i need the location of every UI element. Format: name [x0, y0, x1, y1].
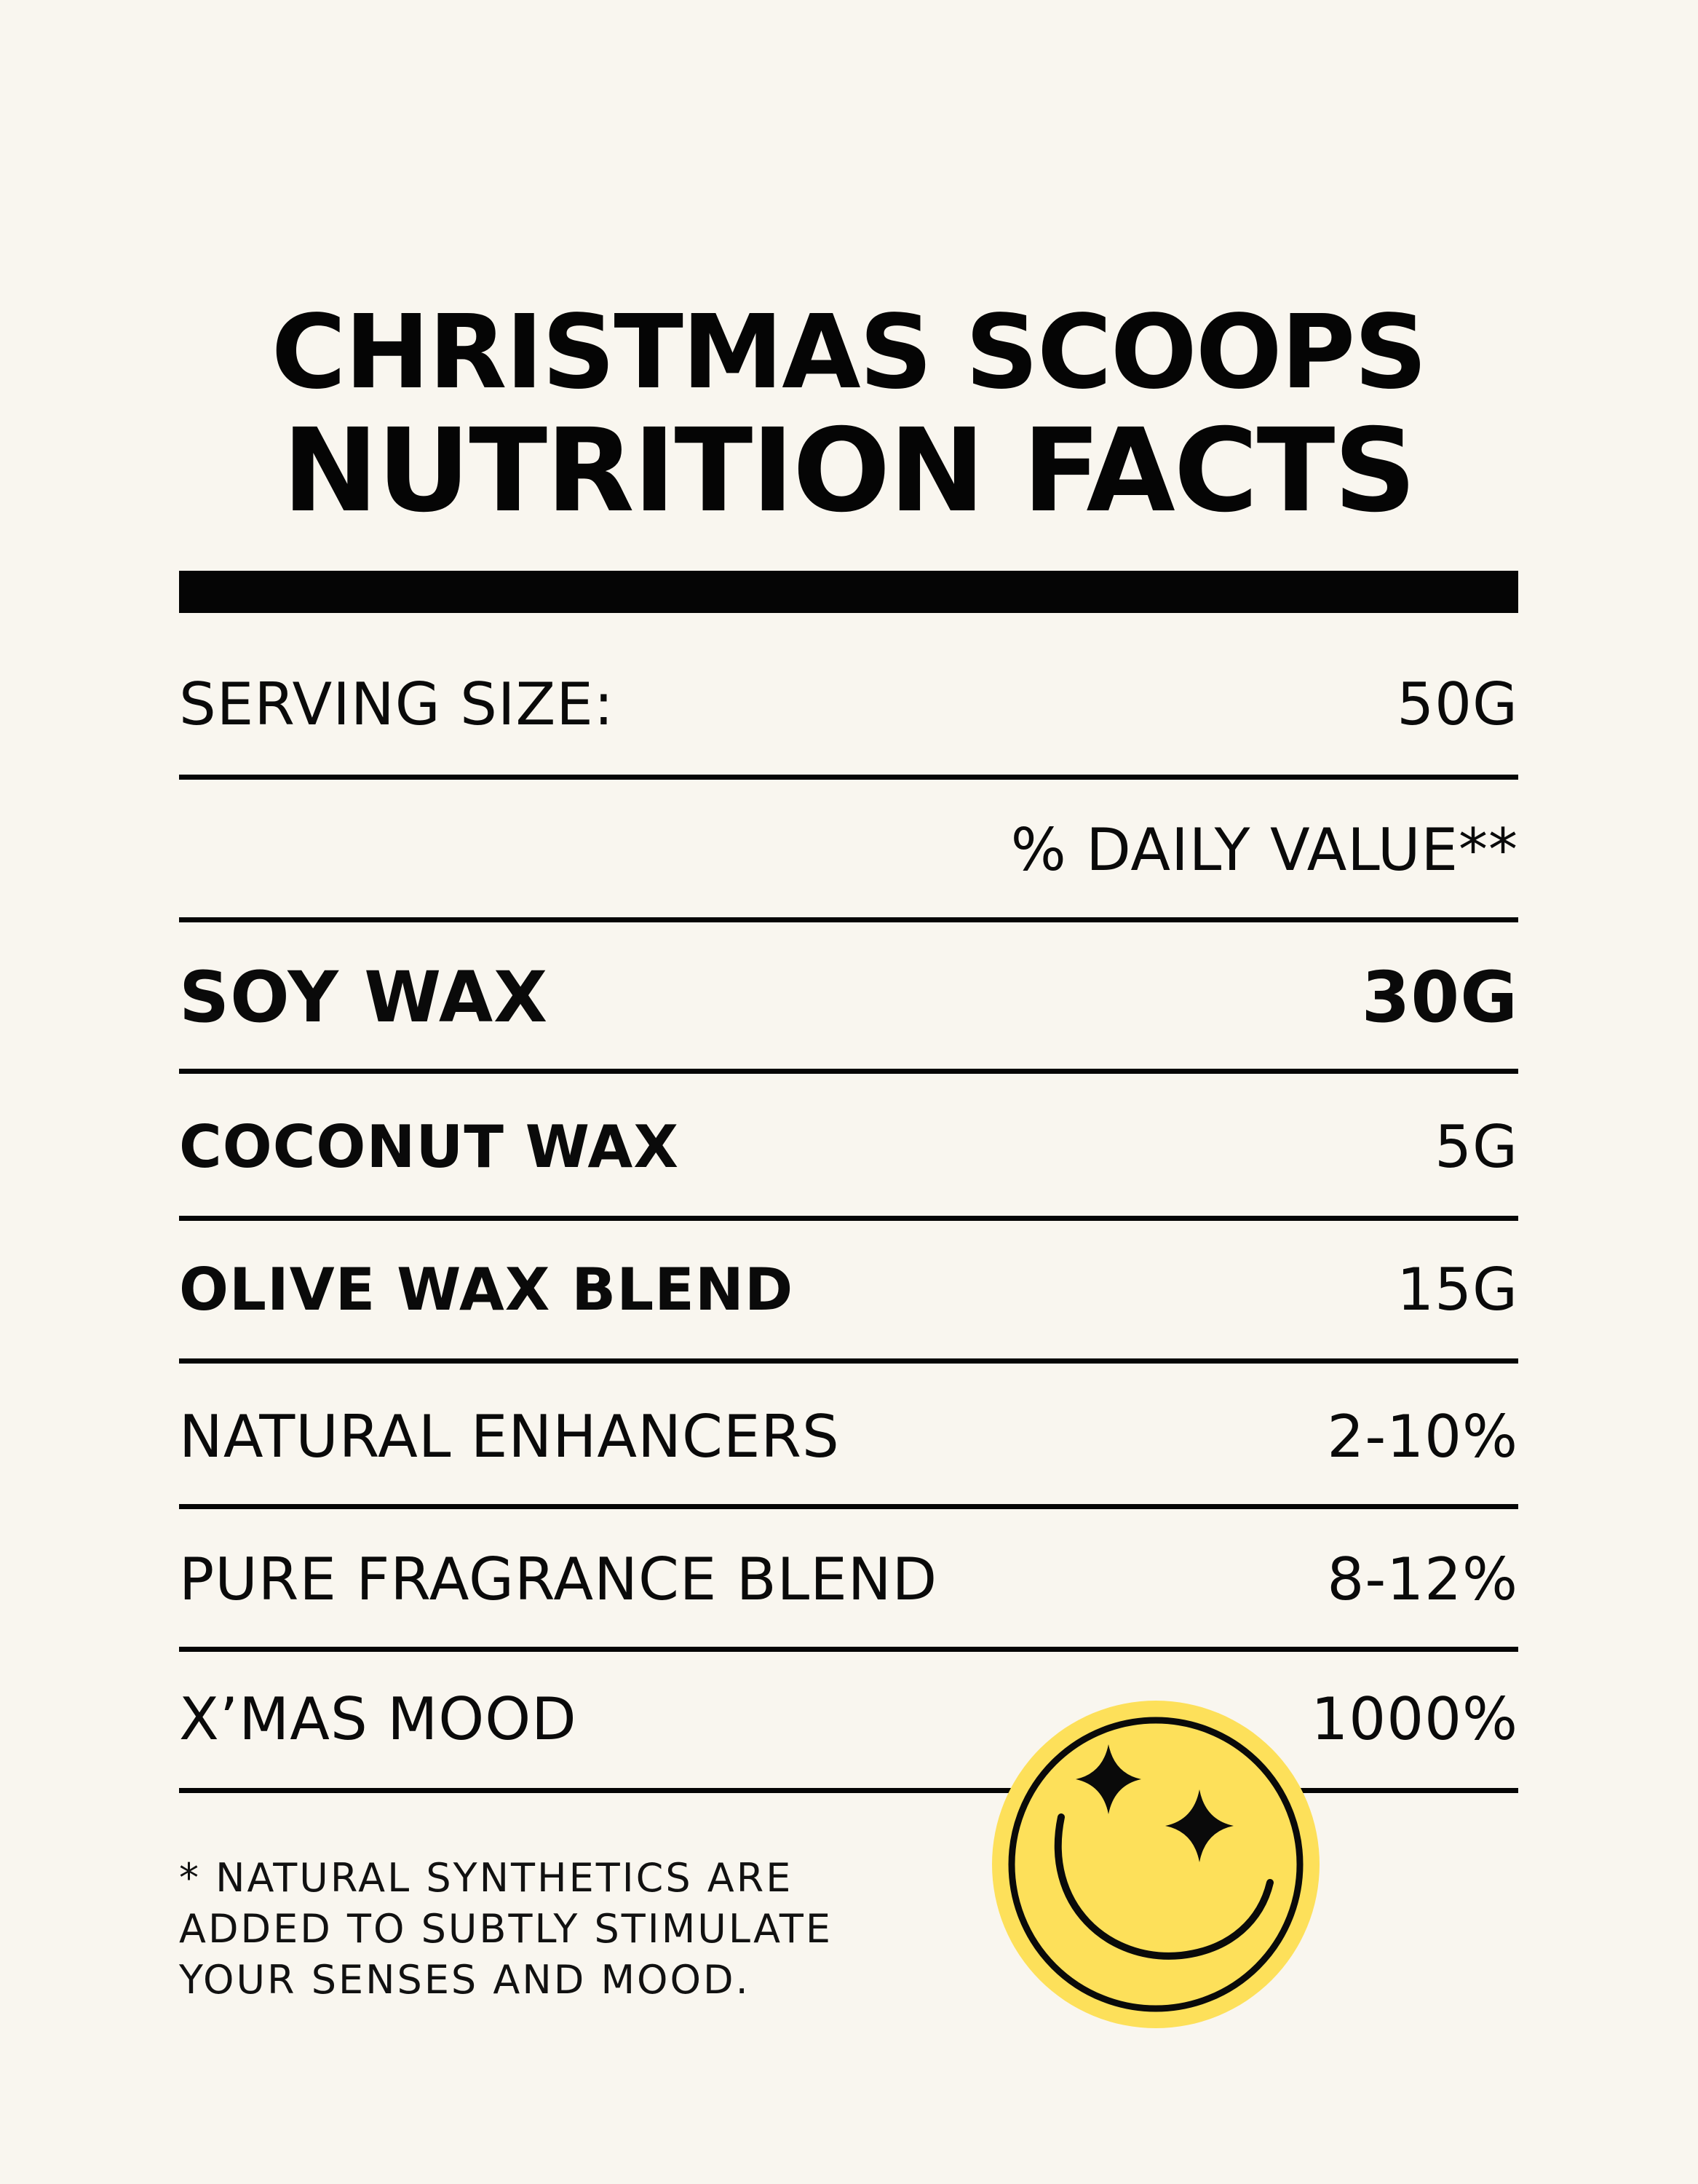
nutrient-value: 2-10%: [1327, 1402, 1518, 1471]
nutrient-value: 8-12%: [1327, 1545, 1518, 1613]
nutrient-name: OLIVE WAX BLEND: [179, 1255, 794, 1324]
thick-divider: [179, 571, 1518, 613]
daily-value-header-row: % DAILY VALUE**: [179, 810, 1518, 890]
serving-size-label: SERVING SIZE:: [179, 670, 614, 738]
nutrient-value: 1000%: [1311, 1685, 1518, 1753]
serving-size-value: 50G: [1397, 670, 1518, 738]
nutrient-name: SOY WAX: [179, 957, 549, 1038]
nutrient-row-coconut-wax: COCONUT WAX 5G: [179, 1107, 1518, 1187]
divider: [179, 1069, 1518, 1074]
star-eye-left-icon: [1076, 1744, 1141, 1814]
divider: [179, 1647, 1518, 1652]
star-eye-right-icon: [1165, 1789, 1234, 1862]
divider: [179, 1358, 1518, 1364]
smiley-face-outline: [1008, 1717, 1304, 2012]
nutrient-row-olive-wax-blend: OLIVE WAX BLEND 15G: [179, 1249, 1518, 1329]
nutrient-row-pure-fragrance-blend: PURE FRAGRANCE BLEND 8-12%: [179, 1539, 1518, 1619]
nutrient-name: COCONUT WAX: [179, 1112, 680, 1181]
divider: [179, 917, 1518, 922]
nutrient-value: 5G: [1435, 1112, 1518, 1181]
nutrient-name: PURE FRAGRANCE BLEND: [179, 1545, 938, 1613]
nutrient-row-xmas-mood: X’MAS MOOD 1000%: [179, 1679, 1518, 1759]
serving-size-row: SERVING SIZE: 50G: [179, 664, 1518, 744]
nutrient-row-soy-wax: SOY WAX 30G: [179, 954, 1518, 1041]
title-line-1: CHRISTMAS SCOOPS: [271, 293, 1427, 412]
footnote-line-3: YOUR SENSES AND MOOD.: [179, 1957, 750, 2003]
footnote: * NATURAL SYNTHETICS ARE ADDED TO SUBTLY…: [179, 1853, 907, 2006]
daily-value-header: % DAILY VALUE**: [1010, 815, 1518, 884]
nutrition-label: CHRISTMAS SCOOPS NUTRITION FACTS SERVING…: [179, 0, 1518, 2184]
divider: [179, 1216, 1518, 1221]
footnote-line-1: * NATURAL SYNTHETICS ARE: [179, 1855, 793, 1901]
divider: [179, 1788, 1518, 1793]
nutrient-row-natural-enhancers: NATURAL ENHANCERS 2-10%: [179, 1396, 1518, 1476]
divider: [179, 775, 1518, 780]
smiley-face-background: [992, 1701, 1320, 2028]
nutrient-value: 15G: [1397, 1255, 1518, 1324]
smiley-star-eyes-icon: [992, 1701, 1320, 2028]
title-line-2: NUTRITION FACTS: [282, 404, 1416, 538]
smiley-mouth: [1054, 1813, 1274, 1960]
nutrient-name: X’MAS MOOD: [179, 1685, 577, 1753]
footnote-line-2: ADDED TO SUBTLY STIMULATE: [179, 1906, 833, 1952]
nutrient-name: NATURAL ENHANCERS: [179, 1402, 840, 1471]
divider: [179, 1504, 1518, 1509]
nutrient-value: 30G: [1361, 957, 1518, 1038]
